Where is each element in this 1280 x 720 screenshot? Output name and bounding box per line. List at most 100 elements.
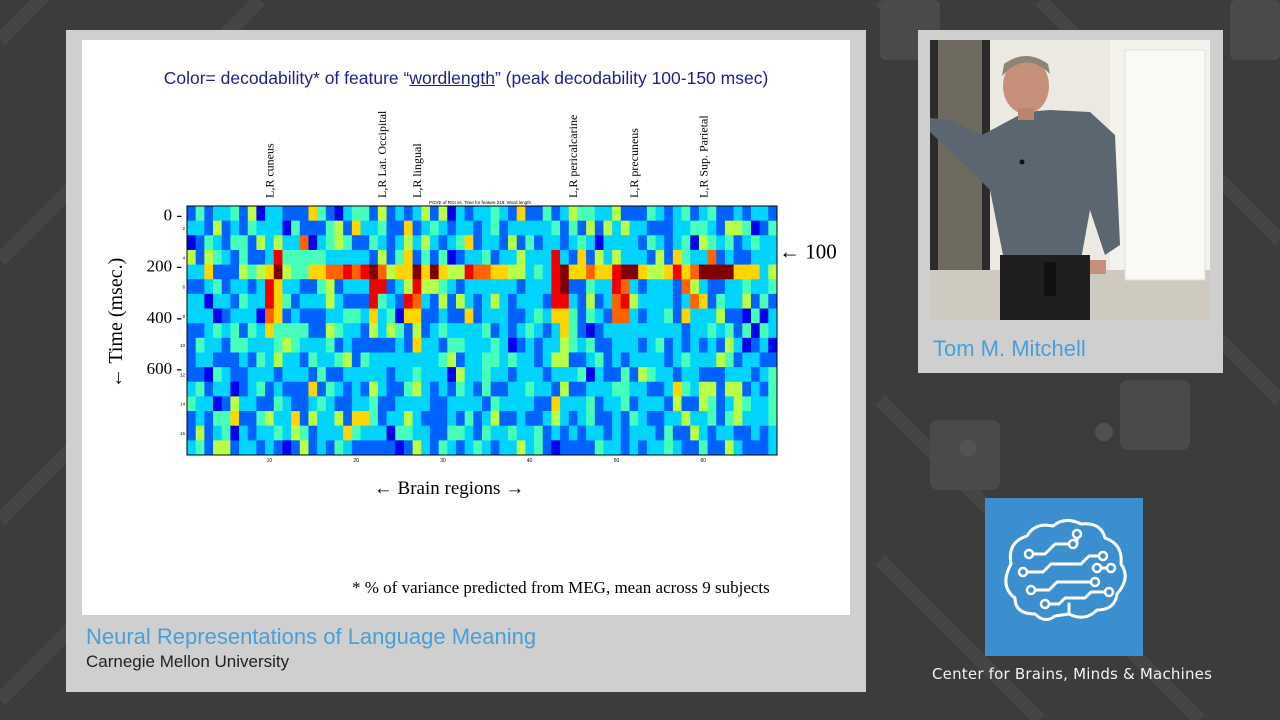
heatmap-cell [620, 308, 630, 324]
heatmap-cell [603, 308, 613, 324]
heatmap-cell [308, 249, 318, 265]
heatmap-cell [508, 367, 518, 383]
heatmap-cell [187, 367, 197, 383]
heatmap-cell [560, 396, 570, 412]
heatmap-cell [594, 337, 604, 353]
heatmap-cell [308, 235, 318, 251]
heatmap-cell [612, 411, 622, 427]
heatmap-cell [299, 293, 309, 309]
heatmap-cell [525, 279, 535, 295]
heatmap-cell [612, 323, 622, 339]
heatmap-cell [429, 396, 440, 412]
heatmap-cell [690, 367, 700, 383]
heatmap-cell [343, 293, 353, 309]
heatmap-cell [681, 293, 691, 309]
heatmap-cell [343, 308, 353, 324]
y-inner-tick-label: 4 [182, 255, 185, 260]
heatmap-cell [230, 220, 240, 236]
heatmap-cell [213, 235, 223, 251]
heatmap-cell [187, 206, 197, 222]
heatmap-cell [473, 264, 483, 280]
heatmap-cell [551, 264, 561, 280]
region-label: L,R Sup. Parietal [696, 115, 710, 198]
heatmap-cell [351, 235, 361, 251]
heatmap-cell [586, 352, 596, 368]
heatmap-cell [534, 381, 544, 397]
heatmap-cell [490, 367, 500, 383]
region-label: L,R precuneus [627, 128, 641, 198]
heatmap-cell [273, 411, 283, 427]
heatmap-cell [594, 249, 604, 265]
heatmap-cell [551, 249, 561, 265]
heatmap-cell [586, 411, 596, 427]
heatmap-cell [655, 308, 665, 324]
heatmap-cell [195, 323, 205, 339]
heatmap-cell [759, 249, 769, 265]
heatmap-cell [560, 206, 570, 222]
heatmap-cell [256, 264, 266, 280]
heatmap-cell [612, 279, 622, 295]
heatmap-cell [646, 425, 656, 441]
heatmap-cell [490, 220, 500, 236]
heatmap-cell [265, 264, 275, 280]
heatmap-cell [603, 249, 613, 265]
heatmap-cell [707, 220, 717, 236]
heatmap-cell [525, 337, 535, 353]
heatmap-cell [577, 235, 587, 251]
heatmap-cell [239, 396, 249, 412]
heatmap-cell [239, 411, 249, 427]
heatmap-cell [594, 293, 604, 309]
heatmap-cell [707, 411, 717, 427]
heatmap-cell [655, 293, 665, 309]
heatmap-cell [664, 411, 674, 427]
heatmap-cell [464, 337, 474, 353]
heatmap-cell [377, 425, 387, 441]
heatmap-cell [455, 279, 466, 295]
heatmap-cell [594, 264, 604, 280]
heatmap-cell [733, 235, 743, 251]
heatmap-cell [707, 425, 717, 441]
heatmap-cell [690, 337, 700, 353]
heatmap-cell [750, 352, 761, 368]
heatmap-cell [690, 323, 700, 339]
heatmap-cell [664, 279, 674, 295]
heatmap-cell [265, 206, 275, 222]
heatmap-cell [421, 220, 431, 236]
heatmap-cell [508, 249, 518, 265]
heatmap-cell [247, 337, 257, 353]
x-tick-label: 30 [440, 458, 446, 464]
heatmap-cell [351, 279, 361, 295]
heatmap-cell [213, 425, 223, 441]
heatmap-cell [464, 323, 474, 339]
heatmap-cell [377, 279, 387, 295]
heatmap-cell [351, 381, 361, 397]
heatmap-cell [204, 367, 214, 383]
y-tick-label: 400 - [147, 308, 183, 327]
heatmap-cell [542, 279, 552, 295]
heatmap-cell [690, 381, 700, 397]
heatmap-cell [638, 411, 648, 427]
heatmap-cell [655, 425, 665, 441]
heatmap-cell [221, 279, 231, 295]
heatmap-cell [291, 367, 301, 383]
heatmap-cell [412, 249, 422, 265]
heatmap-cell [646, 206, 656, 222]
heatmap-cell [273, 308, 283, 324]
heatmap-cell [759, 264, 769, 280]
heatmap-cell [403, 206, 413, 222]
heatmap-cell [620, 367, 630, 383]
heatmap-cell [204, 235, 214, 251]
heatmap-cell [742, 440, 752, 456]
footnote: * % of variance predicted from MEG, mean… [352, 578, 770, 597]
heatmap-cell [542, 235, 552, 251]
heatmap-cell [577, 352, 587, 368]
heatmap-cell [742, 264, 752, 280]
heatmap-cell [698, 352, 708, 368]
heatmap-cell [534, 367, 544, 383]
peak-time-marker: ← 100 [779, 240, 837, 264]
heatmap-cell [213, 396, 223, 412]
heatmap-cell [343, 411, 353, 427]
heatmap-cell [620, 293, 630, 309]
heatmap-cell [560, 308, 570, 324]
heatmap-cell [560, 411, 570, 427]
